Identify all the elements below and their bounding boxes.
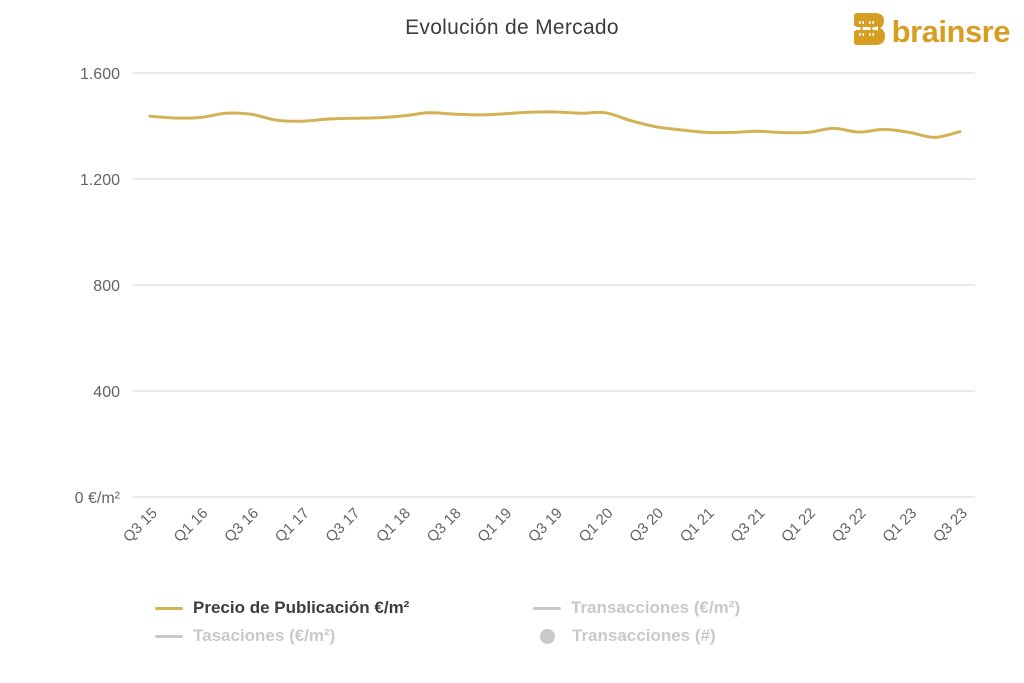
legend-label: Precio de Publicación €/m²	[193, 598, 410, 617]
y-tick-label: 400	[93, 384, 120, 401]
x-tick-label: Q3 21	[727, 505, 768, 546]
x-tick-label: Q3 17	[322, 505, 363, 546]
x-tick-label: Q1 20	[576, 505, 617, 546]
brainsre-logo-text: brainsre	[891, 14, 1011, 49]
chart-title: Evolución de Mercado	[405, 16, 619, 39]
x-tick-label: Q1 18	[373, 505, 414, 546]
y-tick-label: 800	[93, 278, 120, 295]
series-line-precio-publicacion	[148, 110, 962, 139]
legend-label: Transacciones (#)	[572, 626, 716, 645]
legend-item-transacciones-m[interactable]: Transacciones (€/m²)	[533, 597, 740, 619]
x-tick-label: Q1 16	[171, 505, 212, 546]
legend-item-precio-de-publicaci-n-m[interactable]: Precio de Publicación €/m²	[155, 597, 409, 619]
x-tick-label: Q3 20	[626, 505, 667, 546]
y-tick-label: 1.600	[80, 66, 120, 83]
x-tick-label: Q1 21	[677, 505, 718, 546]
x-tick-label: Q1 17	[272, 505, 313, 546]
x-tick-label: Q3 22	[829, 505, 870, 546]
x-tick-label: Q3 23	[930, 505, 971, 546]
x-tick-label: Q3 16	[221, 505, 262, 546]
x-tick-label: Q1 23	[879, 505, 920, 546]
x-tick-label: Q1 22	[778, 505, 819, 546]
legend-item-tasaciones-m[interactable]: Tasaciones (€/m²)	[155, 625, 335, 647]
y-tick-label: 0 €/m²	[75, 490, 121, 507]
brainsre-logo-icon	[850, 10, 886, 53]
legend-circle-marker	[540, 628, 555, 644]
legend-label: Tasaciones (€/m²)	[193, 626, 336, 645]
x-tick-label: Q3 19	[525, 505, 566, 546]
legend-line-marker	[155, 606, 183, 610]
legend-item-transacciones-#[interactable]: Transacciones (#)	[533, 625, 716, 647]
legend-label: Transacciones (€/m²)	[571, 598, 741, 617]
x-tick-label: Q3 15	[120, 505, 161, 546]
x-tick-label: Q3 18	[424, 505, 465, 546]
legend-line-marker	[533, 606, 561, 610]
brainsre-logo: brainsre	[850, 10, 1011, 53]
y-tick-label: 1.200	[80, 172, 120, 189]
legend-line-marker	[155, 634, 183, 638]
x-tick-label: Q1 19	[474, 505, 515, 546]
